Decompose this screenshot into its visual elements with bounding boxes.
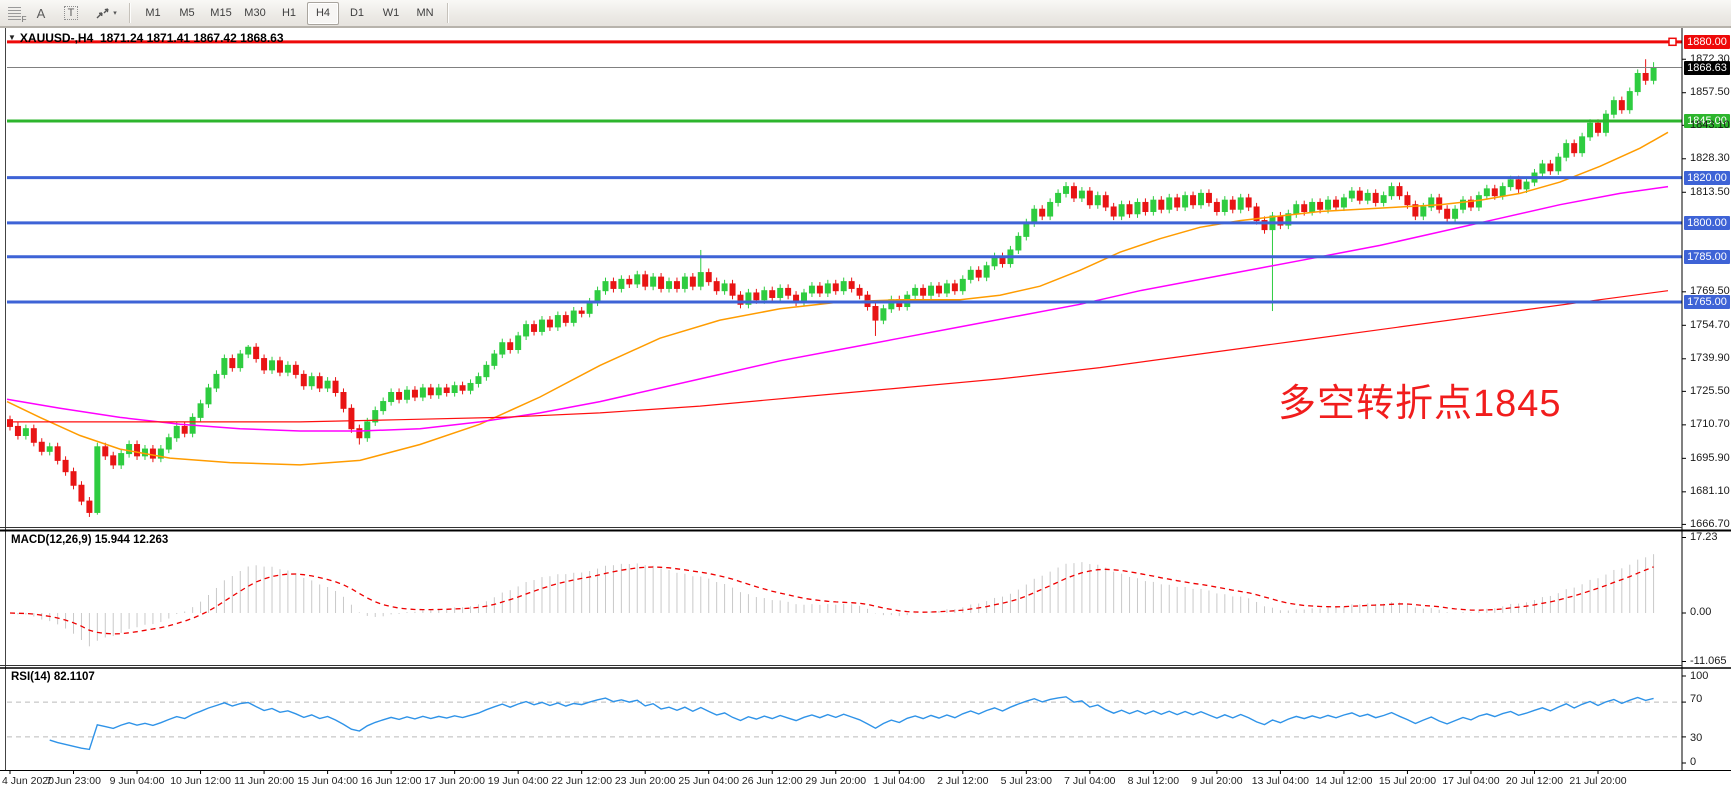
time-axis-label: 19 Jun 04:00 bbox=[487, 775, 549, 787]
price-axis-label: 1725.50 bbox=[1690, 385, 1730, 397]
time-axis-label: 7 Jul 04:00 bbox=[1064, 775, 1116, 787]
price-axis-label: 1710.70 bbox=[1690, 418, 1730, 430]
ma-slow-line bbox=[7, 290, 1669, 423]
ma-fast-line bbox=[6, 131, 1669, 466]
time-axis-label: 22 Jun 12:00 bbox=[551, 775, 613, 787]
macd-axis-min: -11.065 bbox=[1690, 655, 1727, 667]
price-axis-label: 1857.50 bbox=[1690, 86, 1730, 98]
ohlc-open: 1871.24 bbox=[99, 31, 144, 45]
rsi-axis-0: 0 bbox=[1690, 756, 1697, 768]
timeframe-button-H1[interactable]: H1 bbox=[281, 7, 297, 19]
time-axis-label: 16 Jun 12:00 bbox=[360, 775, 422, 787]
ohlc-close: 1868.63 bbox=[240, 31, 284, 45]
timeframe-button-D1[interactable]: D1 bbox=[349, 7, 365, 19]
time-axis-label: 15 Jul 20:00 bbox=[1378, 775, 1437, 787]
macd-axis-zero: 0.00 bbox=[1690, 606, 1712, 618]
price-axis-label: 1843.10 bbox=[1690, 119, 1730, 131]
time-axis-label: 13 Jul 04:00 bbox=[1251, 775, 1309, 787]
time-axis-label: 2 Jul 12:00 bbox=[937, 775, 989, 787]
price-axis-label: 1769.50 bbox=[1690, 285, 1730, 297]
rsi-label: RSI(14) 82.1107 bbox=[11, 671, 95, 683]
price-axis-label: 1739.90 bbox=[1690, 352, 1730, 364]
price-axis-label: 1695.90 bbox=[1690, 452, 1730, 464]
macd-axis-max: 17.23 bbox=[1690, 531, 1718, 543]
time-axis-label: 26 Jun 12:00 bbox=[741, 775, 803, 787]
time-axis-label: 4 Jun 2020 bbox=[2, 775, 54, 787]
fibonacci-icon: F bbox=[7, 6, 27, 24]
price-axis-label: 1872.30 bbox=[1690, 53, 1730, 65]
time-axis-label: 14 Jul 12:00 bbox=[1315, 775, 1373, 787]
time-axis-label: 9 Jun 04:00 bbox=[109, 775, 165, 787]
timeframe-button-M15[interactable]: M15 bbox=[210, 7, 232, 19]
price-level-badge: 1820.00 bbox=[1684, 171, 1730, 185]
time-axis-label: 23 Jun 20:00 bbox=[614, 775, 676, 787]
moving-averages-layer bbox=[6, 131, 1669, 466]
time-axis-label: 21 Jul 20:00 bbox=[1569, 775, 1627, 787]
time-axis-label: 1 Jul 04:00 bbox=[873, 775, 925, 787]
timeframe-button-H4[interactable]: H4 bbox=[307, 1, 339, 25]
time-axis-label: 10 Jun 12:00 bbox=[170, 775, 231, 787]
timeframe-button-M1[interactable]: M1 bbox=[145, 7, 161, 19]
time-axis-label: 20 Jul 12:00 bbox=[1505, 775, 1564, 787]
chart-collapse-arrow-icon[interactable]: ▼ bbox=[8, 33, 16, 42]
chart-header: ▼ XAUUSD-,H4 1871.24 1871.41 1867.42 1868… bbox=[8, 31, 284, 45]
toolbar: F A T ▾ M1 M5 M15 M30 H1 H4 D1 W1 MN bbox=[0, 0, 1731, 27]
time-axis-label: 11 Jun 20:00 bbox=[234, 775, 295, 787]
toolbar-separator bbox=[129, 3, 131, 23]
chart-frame bbox=[0, 27, 1731, 774]
time-axis-label: 17 Jul 04:00 bbox=[1442, 775, 1500, 787]
text-label-icon: T bbox=[63, 6, 79, 20]
price-axis-label: 1666.70 bbox=[1690, 518, 1730, 530]
price-level-badge: 1785.00 bbox=[1684, 250, 1730, 264]
timeframe-group: M1 M5 M15 M30 H1 H4 D1 W1 MN bbox=[136, 1, 442, 25]
price-axis-label: 1813.50 bbox=[1690, 186, 1730, 198]
rsi-axis-30: 30 bbox=[1690, 732, 1703, 744]
line-end-marker bbox=[1668, 37, 1677, 47]
ma-mid-line bbox=[6, 185, 1669, 432]
timeframe-button-M30[interactable]: M30 bbox=[244, 7, 266, 19]
macd-signal-line bbox=[9, 566, 1654, 635]
arrows-icon bbox=[96, 7, 109, 18]
label-tool-button[interactable]: T bbox=[58, 2, 84, 24]
price-level-badge: 1845.00 bbox=[1684, 114, 1730, 128]
time-axis-label: 7 Jun 23:00 bbox=[46, 775, 101, 787]
price-axis-label: 1681.10 bbox=[1690, 485, 1730, 497]
rsi-layer bbox=[7, 675, 1686, 764]
price-level-badge: 1800.00 bbox=[1684, 216, 1730, 230]
price-levels-layer bbox=[7, 37, 1686, 525]
price-axis-label: 1754.70 bbox=[1690, 319, 1730, 331]
text-icon: A bbox=[36, 5, 46, 21]
rsi-axis-70: 70 bbox=[1690, 693, 1703, 705]
toolbar-separator bbox=[447, 3, 449, 23]
fibonacci-tool-button[interactable]: F bbox=[2, 2, 28, 24]
current-price-badge: 1868.63 bbox=[1684, 61, 1730, 75]
time-axis-label: 29 Jun 20:00 bbox=[805, 775, 867, 787]
time-axis-label: 9 Jul 20:00 bbox=[1191, 775, 1243, 787]
dropdown-caret-icon: ▾ bbox=[113, 10, 117, 17]
price-level-badge: 1880.00 bbox=[1684, 35, 1730, 49]
time-axis-label: 5 Jul 23:00 bbox=[1000, 775, 1052, 787]
time-axis-label: 15 Jun 04:00 bbox=[297, 775, 358, 787]
chart-symbol-timeframe: XAUUSD-,H4 bbox=[19, 31, 94, 45]
time-axis-label: 25 Jun 04:00 bbox=[678, 775, 740, 787]
text-tool-button[interactable]: A bbox=[28, 2, 54, 24]
timeframe-button-MN[interactable]: MN bbox=[416, 7, 434, 19]
ohlc-high: 1871.41 bbox=[146, 31, 191, 45]
ohlc-low: 1867.42 bbox=[193, 31, 237, 45]
candles-layer bbox=[7, 59, 1657, 517]
time-axis-label: 17 Jun 20:00 bbox=[424, 775, 485, 787]
timeframe-button-W1[interactable]: W1 bbox=[382, 7, 400, 19]
macd-layer bbox=[9, 537, 1686, 662]
chart-annotation-text: 多空转折点1845 bbox=[1278, 383, 1562, 425]
rsi-line bbox=[49, 696, 1654, 751]
rsi-axis-100: 100 bbox=[1690, 670, 1709, 682]
price-level-badge: 1765.00 bbox=[1684, 295, 1730, 309]
time-axis-label: 8 Jul 12:00 bbox=[1127, 775, 1180, 787]
macd-label: MACD(12,26,9) 15.944 12.263 bbox=[11, 534, 169, 546]
arrows-tool-button[interactable]: ▾ bbox=[88, 2, 124, 24]
price-axis-label: 1828.30 bbox=[1690, 152, 1730, 164]
timeframe-button-M5[interactable]: M5 bbox=[179, 7, 195, 19]
